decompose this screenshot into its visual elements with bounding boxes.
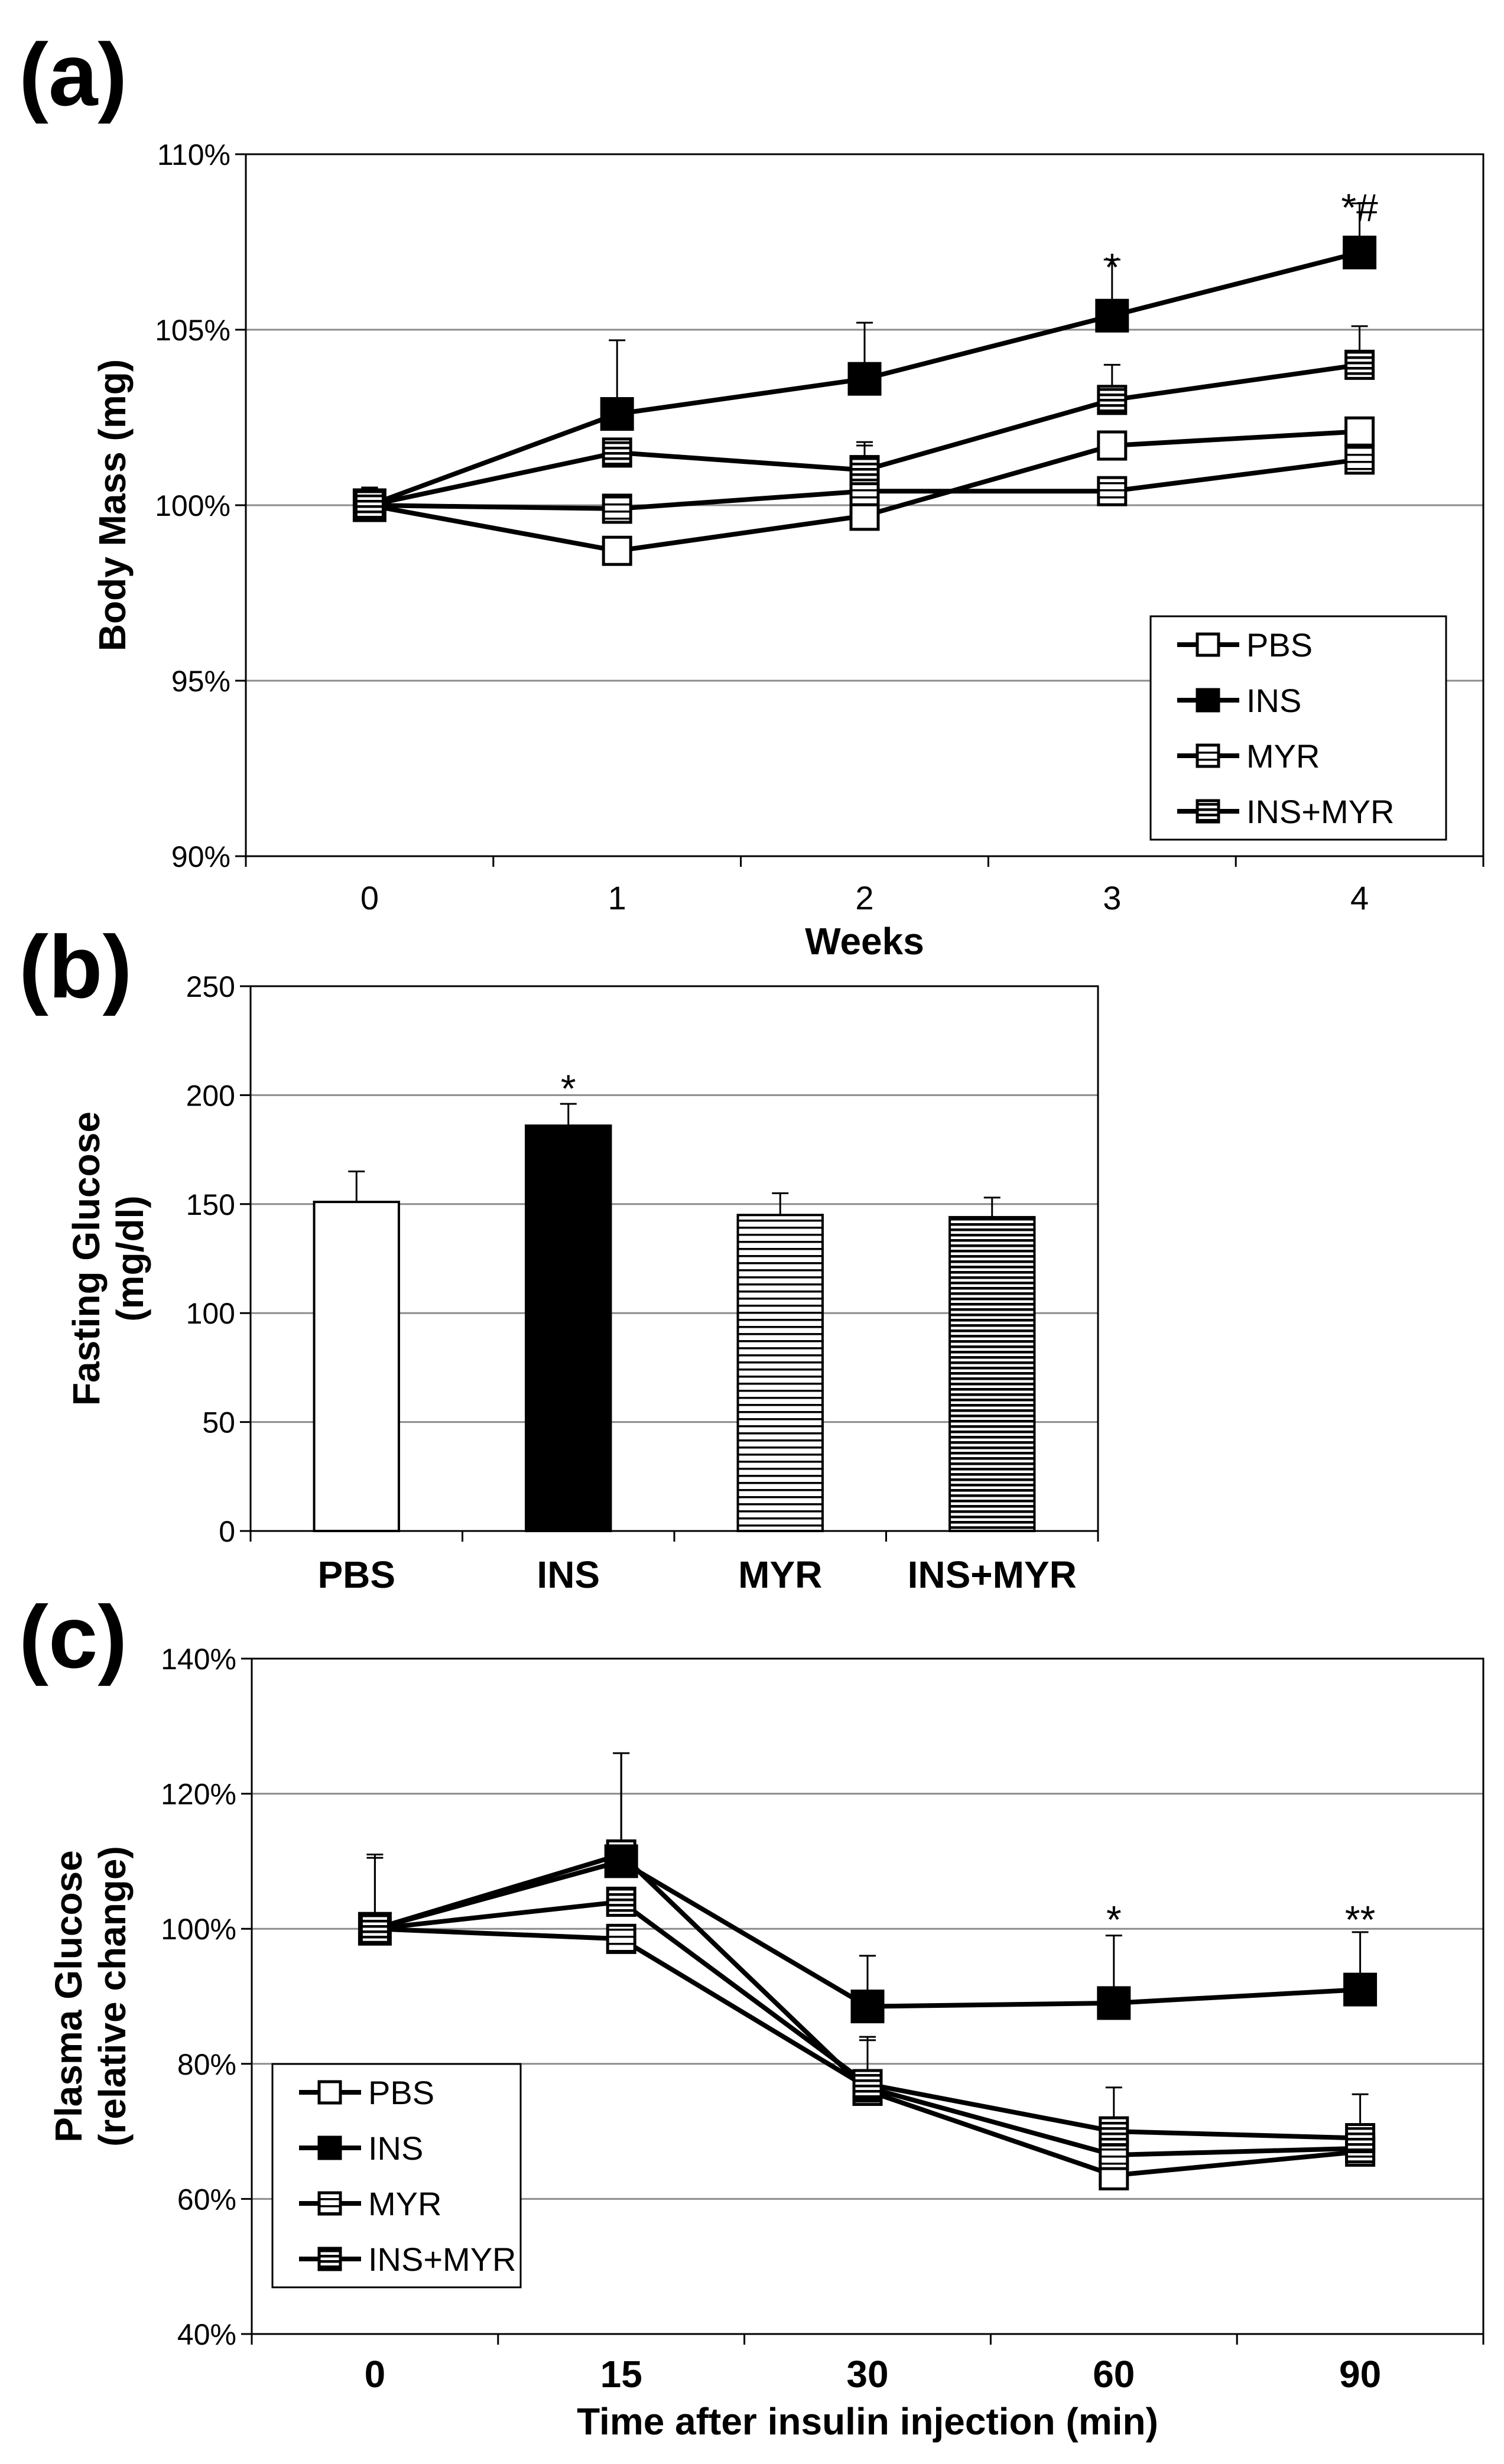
p2-x-tick-label: 15 bbox=[600, 2353, 642, 2395]
p1-x-tick-label: INS bbox=[537, 1553, 600, 1596]
p2-legend-marker-pbs bbox=[317, 2080, 342, 2105]
p0-x-axis-title: Weeks bbox=[805, 920, 924, 963]
p2-y-axis-title: Plasma Glucose bbox=[47, 1850, 90, 2142]
p2-y-tick-label: 60% bbox=[177, 2183, 236, 2216]
p2-legend-label-ins-myr: INS+MYR bbox=[368, 2241, 517, 2278]
p2-legend-marker-myr bbox=[317, 2191, 342, 2216]
p1-y-tick-label: 100 bbox=[186, 1297, 235, 1330]
p0-legend-marker-myr bbox=[1196, 743, 1220, 768]
p0-y-tick-label: 105% bbox=[155, 314, 230, 347]
p0-point-ins-myr bbox=[1344, 349, 1375, 380]
p0-y-tick-label: 100% bbox=[155, 489, 230, 522]
p0-point-pbs bbox=[602, 535, 632, 566]
p2-point-ins bbox=[1343, 1972, 1378, 2007]
p1-bar-ins bbox=[525, 1124, 612, 1532]
panel-c-chart: 40%60%80%100%120%140%0 15 30 60 90* **PBSINSM… bbox=[47, 1643, 1484, 2443]
p0-legend-marker-pbs bbox=[1196, 632, 1220, 657]
p0-point-ins bbox=[847, 362, 882, 396]
p2-x-tick-label: 0 bbox=[365, 2353, 386, 2395]
p1-y-tick-label: 250 bbox=[186, 970, 235, 1003]
p1-bar-pbs bbox=[313, 1201, 400, 1533]
p0-point-ins bbox=[1095, 298, 1129, 333]
p2-x-tick-label: 90 bbox=[1339, 2353, 1381, 2395]
p2-point-ins-myr bbox=[1345, 2123, 1376, 2154]
p0-significance-marker: *# bbox=[1341, 186, 1378, 229]
p0-point-ins-myr bbox=[354, 490, 385, 521]
p0-legend-marker-ins-myr bbox=[1196, 799, 1220, 824]
p0-point-pbs bbox=[1097, 430, 1128, 461]
p2-legend-label-pbs: PBS bbox=[368, 2074, 434, 2111]
p0-point-myr bbox=[1097, 476, 1128, 506]
p1-y-tick-label: 0 bbox=[219, 1515, 235, 1548]
p0-x-tick-label: 0 bbox=[360, 879, 379, 916]
p1-x-tick-label: INS+MYR bbox=[908, 1553, 1077, 1596]
p0-significance-marker: * bbox=[1105, 245, 1120, 289]
p1-y-tick-label: 150 bbox=[186, 1188, 235, 1221]
p1-x-tick-label: PBS bbox=[317, 1553, 395, 1596]
panel-label-c: (c) bbox=[19, 1587, 127, 1686]
panel-b-chart: 0 50 100 150 200 250 PBS INS MYR INS+MYR * Fasting … bbox=[65, 970, 1099, 1596]
p0-point-ins bbox=[600, 397, 634, 431]
p2-y-tick-label: 100% bbox=[161, 1913, 236, 1946]
p2-legend-label-myr: MYR bbox=[368, 2185, 441, 2222]
p0-x-tick-label: 2 bbox=[855, 879, 873, 916]
p0-point-myr bbox=[602, 493, 632, 524]
p1-y-tick-label: 50 bbox=[202, 1406, 235, 1439]
p2-legend-label-ins: INS bbox=[368, 2130, 423, 2167]
p0-point-ins-myr bbox=[1097, 385, 1128, 415]
p0-legend-label-myr: MYR bbox=[1246, 737, 1320, 775]
p0-point-myr bbox=[1344, 444, 1375, 475]
p0-x-tick-label: 4 bbox=[1350, 879, 1369, 916]
panel-a-chart: 90% 95% 100% 105% 110% 0 1 2 3 4 * *# PBS INS MYR INS+M… bbox=[91, 138, 1484, 963]
p0-legend-label-ins-myr: INS+MYR bbox=[1246, 793, 1395, 830]
p2-legend-marker-ins bbox=[317, 2135, 342, 2160]
p0-y-tick-label: 90% bbox=[171, 840, 230, 873]
p0-point-ins-myr bbox=[849, 455, 880, 486]
p0-y-axis-title: Body Mass (mg) bbox=[91, 359, 134, 651]
p2-point-ins bbox=[1097, 1986, 1131, 2020]
p1-bar-myr bbox=[736, 1214, 824, 1532]
p2-legend-marker-ins-myr bbox=[317, 2247, 342, 2271]
p2-point-ins-myr bbox=[1099, 2116, 1129, 2147]
p2-x-axis-title: Time after insulin injection (min) bbox=[577, 2400, 1158, 2443]
p0-x-tick-label: 3 bbox=[1103, 879, 1121, 916]
p1-bar-ins-myr bbox=[948, 1215, 1036, 1532]
p1-x-tick-label: MYR bbox=[738, 1553, 822, 1596]
p2-x-tick-label: 60 bbox=[1093, 2353, 1135, 2395]
p2-legend-box bbox=[271, 2063, 522, 2289]
p2-y-tick-label: 40% bbox=[177, 2318, 236, 2351]
p2-point-ins bbox=[850, 1990, 885, 2024]
p2-point-myr bbox=[606, 1923, 636, 1954]
p2-plot-frame bbox=[251, 1657, 1484, 2335]
p0-point-ins-myr bbox=[602, 437, 632, 468]
p0-point-pbs bbox=[1344, 416, 1375, 447]
p1-y-axis-title: (mg/dl) bbox=[109, 1195, 151, 1321]
p2-point-ins-myr bbox=[606, 1886, 636, 1917]
panel-label-b: (b) bbox=[19, 917, 132, 1016]
p2-y-tick-label: 80% bbox=[177, 2048, 236, 2081]
p2-point-ins bbox=[604, 1844, 638, 1878]
p0-y-tick-label: 95% bbox=[171, 665, 230, 698]
panel-label-a: (a) bbox=[19, 25, 127, 124]
p2-y-tick-label: 120% bbox=[161, 1778, 236, 1811]
p0-point-ins bbox=[1343, 235, 1377, 269]
p0-legend-label-pbs: PBS bbox=[1246, 626, 1313, 664]
p1-significance-marker: * bbox=[561, 1067, 576, 1110]
p2-y-tick-label: 140% bbox=[161, 1643, 236, 1676]
p2-x-tick-label: 30 bbox=[846, 2353, 888, 2395]
p0-legend-marker-ins bbox=[1196, 688, 1220, 713]
p0-x-tick-label: 1 bbox=[608, 879, 626, 916]
p0-y-tick-label: 110% bbox=[157, 138, 230, 171]
p2-significance-marker: * bbox=[1106, 1897, 1122, 1941]
p1-y-tick-label: 200 bbox=[186, 1079, 235, 1112]
p2-significance-marker: ** bbox=[1345, 1897, 1375, 1941]
p1-y-axis-title: Fasting Glucose bbox=[65, 1111, 108, 1406]
p0-legend-label-ins: INS bbox=[1246, 682, 1301, 719]
p2-y-axis-title: (relative change) bbox=[91, 1846, 134, 2147]
p2-point-ins-myr bbox=[359, 1913, 390, 1944]
p2-point-ins-myr bbox=[852, 2069, 883, 2099]
p0-plot-frame bbox=[245, 153, 1484, 857]
